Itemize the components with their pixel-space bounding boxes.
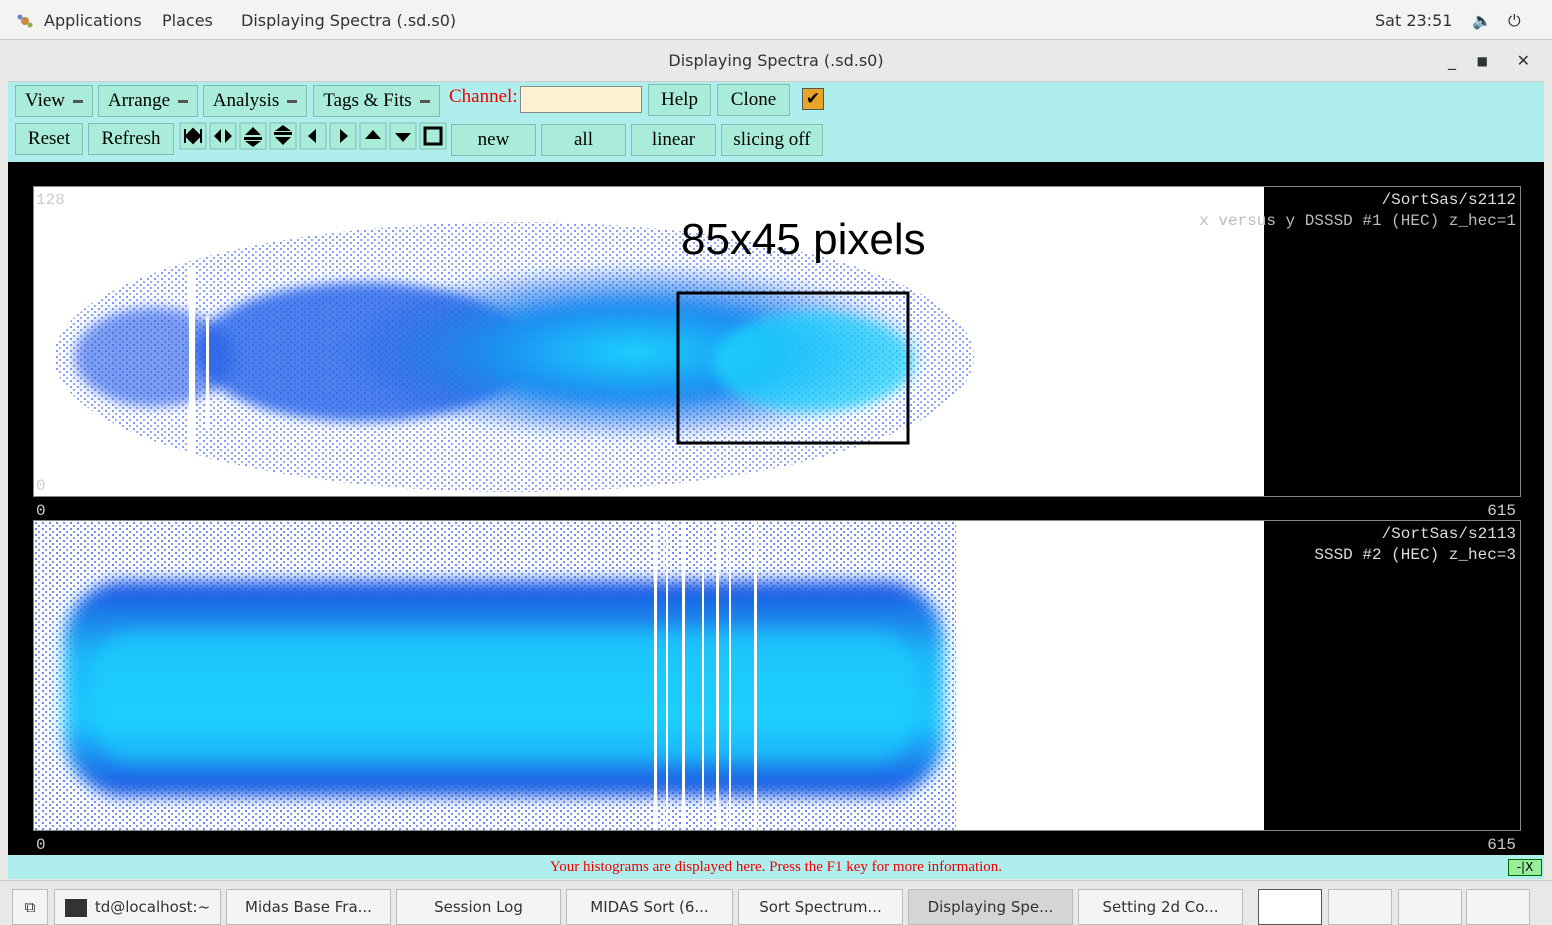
new-button[interactable]: new — [451, 124, 536, 156]
maximize[interactable]: ■ — [1477, 40, 1488, 82]
panel-name: /SortSas/s2113 — [1382, 525, 1516, 543]
annotation-text: 85x45 pixels — [681, 215, 926, 265]
task-button[interactable]: Midas Base Fra... — [226, 889, 391, 925]
close[interactable]: ✕ — [1517, 40, 1530, 82]
power-icon[interactable]: ⏻ — [1508, 11, 1521, 31]
window-title: Displaying Spectra (.sd.s0) _ ■ ✕ — [8, 40, 1544, 82]
refresh-button[interactable]: Refresh — [88, 123, 174, 155]
view-menu[interactable]: View — [15, 85, 93, 117]
x-max-label: 615 — [1487, 502, 1516, 520]
status-text: Your histograms are displayed here. Pres… — [550, 859, 1002, 875]
clone-button[interactable]: Clone — [717, 84, 790, 116]
task-button-active[interactable]: Displaying Spe... — [908, 889, 1073, 925]
title-text: Displaying Spectra (.sd.s0) — [668, 51, 883, 70]
workspace-1[interactable] — [1258, 889, 1322, 925]
volume-icon[interactable]: 🔈 — [1472, 11, 1492, 30]
channel-input[interactable] — [520, 86, 642, 113]
task-button[interactable]: Session Log — [396, 889, 561, 925]
y-min-label: 0 — [36, 477, 46, 495]
x-min-label: 0 — [36, 836, 46, 854]
task-label: td@localhost:~ — [95, 898, 210, 916]
display-area: 128 0 85x45 pixels /SortSas/s2112 x vers… — [8, 162, 1544, 855]
applications-menu[interactable]: Applications — [44, 11, 142, 30]
page: Applications Places Displaying Spectra (… — [0, 0, 1552, 925]
apps-icon — [16, 12, 34, 30]
show-desktop[interactable]: ⧉ — [12, 889, 48, 925]
analysis-menu[interactable]: Analysis — [203, 85, 307, 117]
panel-name: /SortSas/s2112 — [1382, 191, 1516, 209]
clock[interactable]: Sat 23:51 — [1375, 11, 1452, 30]
status-bar: Your histograms are displayed here. Pres… — [8, 855, 1544, 879]
minimize[interactable]: _ — [1448, 40, 1456, 82]
top-bar: Applications Places Displaying Spectra (… — [0, 0, 1552, 40]
panel-description: x versus y DSSSD #1 (HEC) z_hec=1 — [1199, 212, 1516, 230]
nav-buttons — [178, 121, 448, 151]
linear-button[interactable]: linear — [631, 124, 716, 156]
taskbar: ⧉ td@localhost:~ Midas Base Fra... Sessi… — [0, 880, 1552, 925]
slicing-button[interactable]: slicing off — [721, 124, 823, 156]
panel-description: SSSD #2 (HEC) z_hec=3 — [1314, 546, 1516, 564]
nav-expand-x[interactable] — [210, 123, 236, 149]
active-window[interactable]: Displaying Spectra (.sd.s0) — [241, 11, 456, 30]
task-button[interactable]: MIDAS Sort (6... — [566, 889, 733, 925]
workspace-2[interactable] — [1328, 889, 1392, 925]
checkbox[interactable]: ✔ — [802, 88, 824, 110]
y-max-label: 128 — [36, 191, 65, 209]
all-button[interactable]: all — [541, 124, 626, 156]
plot-area-2 — [34, 521, 1264, 830]
window-controls[interactable]: -|X — [1508, 859, 1542, 876]
workspace-3[interactable] — [1398, 889, 1462, 925]
places-menu[interactable]: Places — [162, 11, 213, 30]
x-max-label: 615 — [1487, 836, 1516, 854]
arrange-menu[interactable]: Arrange — [98, 85, 198, 117]
tags-menu[interactable]: Tags & Fits — [313, 85, 440, 117]
reset-button[interactable]: Reset — [15, 123, 83, 155]
scatter-image-2 — [34, 521, 1264, 830]
task-terminal[interactable]: td@localhost:~ — [54, 889, 221, 925]
scatter-image-1 — [34, 187, 1264, 496]
task-button[interactable]: Sort Spectrum... — [738, 889, 903, 925]
task-button[interactable]: Setting 2d Co... — [1078, 889, 1243, 925]
x-min-label: 0 — [36, 502, 46, 520]
plot-area-1: 128 0 85x45 pixels — [34, 187, 1264, 496]
channel-label: Channel: — [449, 86, 518, 108]
histogram-panel-2: /SortSas/s2113 SSSD #2 (HEC) z_hec=3 — [33, 520, 1521, 831]
histogram-panel-1: 128 0 85x45 pixels /SortSas/s2112 x vers… — [33, 186, 1521, 497]
workspace-4[interactable] — [1466, 889, 1530, 925]
help-button[interactable]: Help — [648, 84, 711, 116]
